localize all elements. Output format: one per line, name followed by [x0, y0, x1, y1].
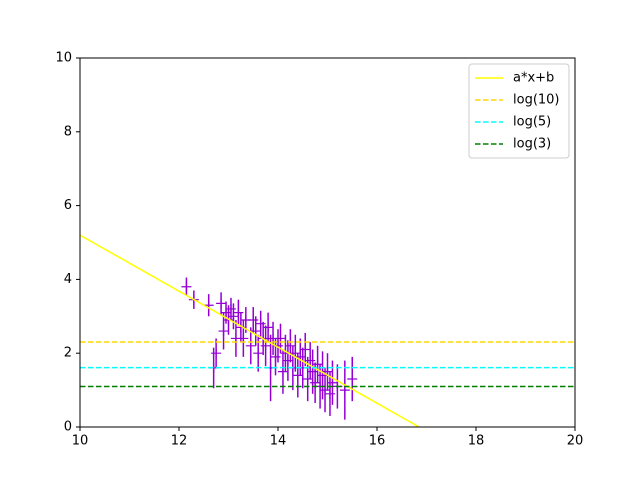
- y-tick-label: 4: [64, 272, 72, 287]
- point-marker: [181, 281, 192, 292]
- y-tick-label: 6: [64, 198, 72, 213]
- point-marker: [211, 348, 222, 359]
- point-marker: [324, 388, 335, 399]
- x-tick-label: 10: [72, 434, 89, 449]
- point-marker: [292, 370, 303, 381]
- point-marker: [233, 307, 244, 318]
- x-tick-label: 20: [567, 434, 584, 449]
- point-marker: [216, 298, 227, 309]
- point-marker: [248, 314, 259, 325]
- series-line: [80, 234, 420, 427]
- y-tick-label: 2: [64, 346, 72, 361]
- plot-frame: [79, 57, 576, 428]
- point-marker: [305, 355, 316, 366]
- point-marker: [263, 322, 274, 333]
- legend-label: a*x+b: [513, 71, 554, 86]
- x-tick-label: 12: [171, 434, 188, 449]
- x-tick-label: 18: [468, 434, 485, 449]
- point-marker: [300, 344, 311, 355]
- y-tick-label: 8: [64, 124, 72, 139]
- legend-label: log(5): [513, 115, 551, 130]
- legend-label: log(10): [513, 93, 560, 108]
- point-marker: [225, 303, 236, 314]
- point-marker: [253, 348, 264, 359]
- point-marker: [270, 351, 281, 362]
- point-marker: [347, 374, 358, 385]
- legend-box: [468, 63, 570, 159]
- point-marker: [312, 359, 323, 370]
- y-tick-label: 0: [64, 420, 72, 435]
- point-marker: [302, 374, 313, 385]
- point-marker: [255, 318, 266, 329]
- point-marker: [282, 355, 293, 366]
- x-tick-label: 14: [270, 434, 287, 449]
- y-tick-label: 10: [55, 51, 72, 66]
- x-tick-label: 16: [369, 434, 386, 449]
- point-marker: [218, 326, 229, 337]
- legend-label: log(3): [513, 137, 551, 152]
